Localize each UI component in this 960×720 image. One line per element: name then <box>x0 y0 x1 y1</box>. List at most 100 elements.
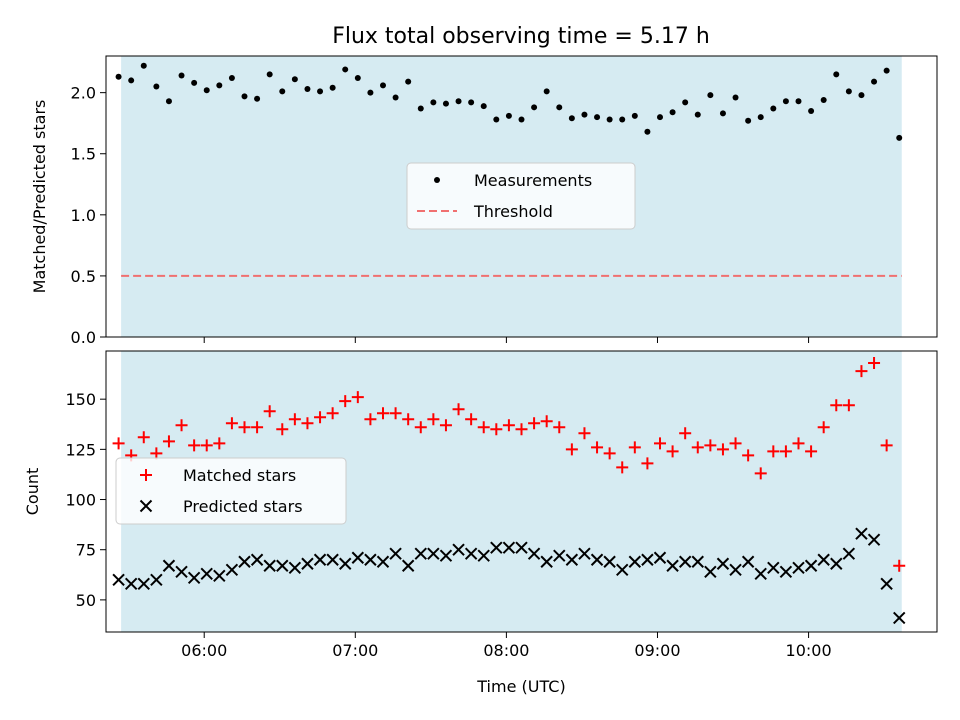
predicted-star-point <box>162 559 176 572</box>
matched-star-point <box>855 365 868 378</box>
top-chart-title: Flux total observing time = 5.17 h <box>332 24 710 49</box>
matched-star-point <box>389 407 402 420</box>
predicted-star-point <box>490 541 503 554</box>
measurement-point <box>241 93 248 100</box>
measurement-point <box>367 89 374 96</box>
measurement-point <box>745 117 752 124</box>
matched-star-point <box>679 427 692 440</box>
matched-star-point <box>565 443 578 456</box>
measurement-point <box>279 88 286 95</box>
predicted-star-point <box>515 541 528 554</box>
top-legend: Measurements Threshold <box>406 162 636 230</box>
matched-star-point <box>654 437 666 450</box>
top-y-tick-label: 0.0 <box>71 328 96 347</box>
measurement-point <box>568 115 575 122</box>
predicted-star-point <box>339 557 352 570</box>
matched-star-point <box>465 413 478 426</box>
measurement-point <box>317 88 324 95</box>
predicted-star-point <box>653 551 667 564</box>
predicted-star-point <box>578 547 591 560</box>
predicted-star-point <box>678 555 692 568</box>
measurement-point <box>128 77 135 84</box>
matched-star-point <box>251 421 264 434</box>
measurement-point <box>153 83 160 90</box>
top-y-tick-label: 0.5 <box>71 267 96 286</box>
x-tick-label: 09:00 <box>634 641 680 660</box>
matched-star-point <box>427 413 440 426</box>
predicted-star-point <box>855 527 868 540</box>
matched-star-point <box>893 559 906 572</box>
matched-star-point <box>276 423 289 436</box>
matched-star-point <box>528 417 541 430</box>
measurement-point <box>203 87 210 94</box>
predicted-star-point <box>729 563 742 576</box>
measurement-point <box>140 62 147 69</box>
matched-star-point <box>452 403 465 416</box>
matched-star-point <box>603 447 616 460</box>
predicted-star-point <box>175 565 188 578</box>
matched-star-point <box>515 423 528 436</box>
matched-star-point <box>704 439 717 452</box>
predicted-star-point <box>741 555 755 568</box>
predicted-star-point <box>414 547 427 560</box>
measurement-point <box>883 67 890 74</box>
measurement-point <box>354 74 361 81</box>
measurement-point <box>392 94 399 101</box>
matched-star-point <box>842 399 855 412</box>
matched-star-point <box>112 437 125 450</box>
matched-star-point <box>188 439 201 452</box>
measurement-point <box>329 84 336 91</box>
measurement-point <box>468 99 475 106</box>
predicted-star-point <box>376 555 390 568</box>
measurement-point <box>845 88 852 95</box>
matched-star-point <box>301 417 314 430</box>
predicted-star-point <box>351 551 365 564</box>
x-tick-label: 08:00 <box>483 641 529 660</box>
measurement-point <box>405 78 412 85</box>
measurement-point <box>808 107 815 114</box>
measurement-point <box>480 103 487 110</box>
matched-star-point <box>477 421 490 434</box>
measurement-point <box>178 72 185 79</box>
predicted-star-point <box>779 565 793 578</box>
predicted-star-point <box>213 569 226 583</box>
top-legend-box <box>406 162 636 230</box>
legend-matched-swatch <box>140 469 152 481</box>
measurement-point <box>380 82 386 89</box>
legend-label: Threshold <box>473 202 553 221</box>
predicted-star-point <box>439 549 453 562</box>
matched-star-point <box>540 415 553 428</box>
matched-star-point <box>263 405 276 418</box>
matched-star-point <box>364 413 377 426</box>
measurement-point <box>606 116 613 123</box>
predicted-star-point <box>553 549 566 562</box>
predicted-star-point <box>225 563 239 576</box>
predicted-star-point <box>464 547 478 560</box>
matched-star-point <box>779 445 792 458</box>
measurement-point <box>115 73 122 80</box>
predicted-star-point <box>401 559 415 572</box>
matched-star-point <box>666 445 679 458</box>
predicted-star-point <box>276 559 289 572</box>
bottom-y-tick-label: 125 <box>65 440 96 459</box>
matched-star-point <box>591 441 604 454</box>
measurement-point <box>858 92 865 99</box>
matched-star-point <box>729 437 742 450</box>
matched-star-point <box>150 447 163 460</box>
bottom-y-axis-label: Count <box>23 468 42 516</box>
measurement-point <box>216 82 223 89</box>
matched-star-point <box>767 445 780 458</box>
predicted-star-point <box>754 567 767 581</box>
measurement-point <box>304 85 311 92</box>
measurement-point <box>581 111 588 118</box>
predicted-star-point <box>301 557 314 570</box>
predicted-star-point <box>477 549 490 562</box>
measurement-point <box>644 128 651 135</box>
predicted-star-point <box>263 559 276 572</box>
predicted-star-point <box>880 577 893 591</box>
measurement-point <box>896 134 903 141</box>
measurement-point <box>770 105 777 112</box>
x-tick-label: 06:00 <box>181 641 227 660</box>
matched-star-point <box>502 419 515 432</box>
